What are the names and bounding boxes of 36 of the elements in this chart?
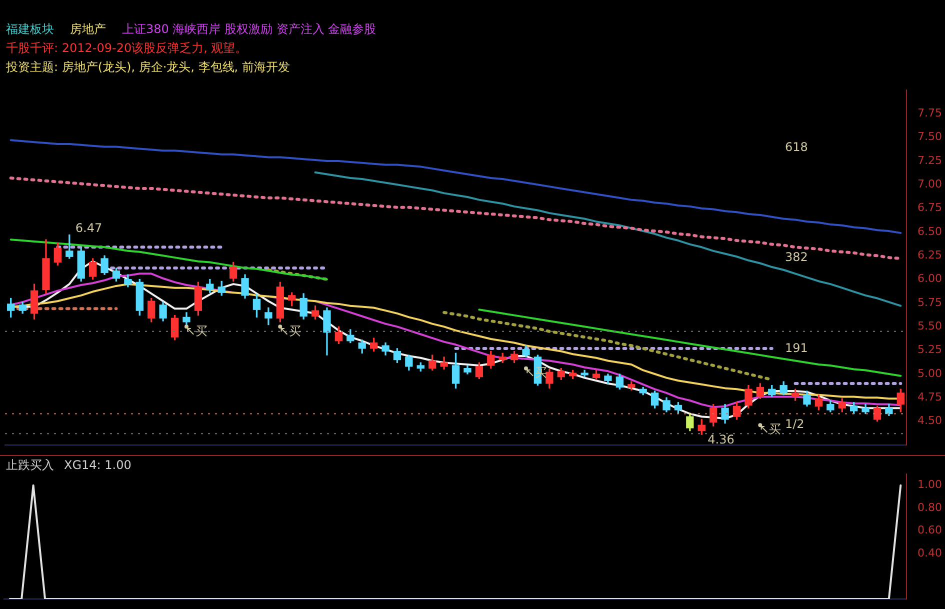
y-tick-label: 4.50 (918, 414, 942, 428)
y-tick-label: 0.60 (918, 524, 942, 537)
text: 上证380 海峡西岸 股权激励 资产注入 金融参股 (122, 21, 376, 38)
annotation: 618 (785, 140, 808, 154)
y-tick-label: 1.00 (918, 478, 942, 492)
y-tick-label: 5.00 (918, 366, 942, 380)
text: 6.47 (75, 220, 102, 235)
text: 福建板块 (6, 21, 54, 38)
y-tick-label: 5.50 (918, 320, 942, 333)
y-tick-label: 7.50 (918, 130, 942, 144)
text: XG14: 1.00 (64, 458, 132, 472)
y-tick-label: 7.00 (918, 178, 942, 191)
y-tick-label: 0.40 (918, 546, 942, 560)
data-label: ↖买 (279, 324, 302, 338)
text: 千股千评: 2012-09-20该股反弹乏力, 观望。 (6, 40, 248, 57)
y-tick-label: 0.80 (918, 500, 942, 514)
point (184, 324, 188, 329)
annotation: 191 (785, 341, 808, 355)
chart-title: 止跌买入 (6, 458, 54, 472)
point (278, 324, 282, 329)
text: 投资主题: 房地产(龙头), 房企·龙头, 李包线, 前海开发 (6, 59, 291, 76)
text: 房地产 (70, 21, 106, 38)
y-tick-label: 6.75 (918, 201, 942, 214)
text: 4.36 (708, 432, 734, 447)
y-tick-label: 5.25 (918, 343, 942, 356)
data-label: ↖买 (759, 422, 782, 436)
data-label: ↖买 (185, 324, 208, 338)
y-tick-label: 6.25 (918, 248, 942, 262)
y-tick-label: 5.75 (918, 296, 942, 309)
y-tick-label: 7.75 (918, 106, 942, 120)
y-tick-label: 4.75 (918, 390, 942, 404)
annotation: 382 (785, 250, 808, 264)
annotation: 1/2 (785, 417, 804, 431)
y-tick-label: 6.00 (918, 272, 942, 286)
y-tick-label: 7.25 (918, 154, 942, 167)
y-tick-label: 6.50 (918, 224, 942, 238)
